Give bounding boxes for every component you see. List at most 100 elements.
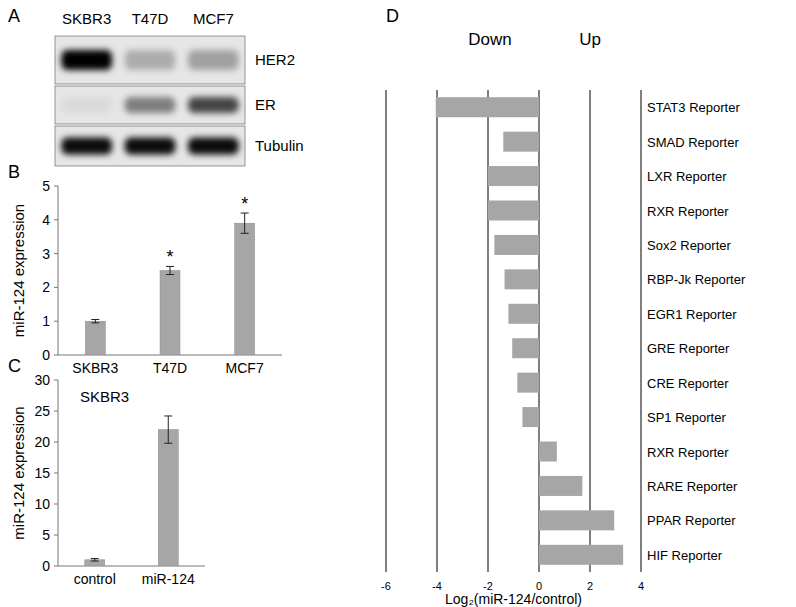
bar xyxy=(85,321,105,355)
bar xyxy=(503,132,539,152)
grid-line xyxy=(539,90,540,572)
y-tick-label: 25 xyxy=(34,403,50,419)
significance: * xyxy=(166,247,173,267)
y-tick-label: 3 xyxy=(42,246,50,262)
x-axis-label: Log₂(miR-124/control) xyxy=(445,591,582,607)
x-tick-label: -6 xyxy=(381,580,391,592)
x-tick-label: 2 xyxy=(587,580,593,592)
y-tick xyxy=(54,253,58,254)
y-tick-label: 10 xyxy=(34,496,50,512)
x-tick-label: 4 xyxy=(638,580,644,592)
category-label: GRE Reporter xyxy=(647,341,730,356)
category-label: RXR Reporter xyxy=(647,445,729,460)
y-tick-label: 15 xyxy=(34,465,50,481)
bar xyxy=(517,373,539,393)
blot-strip xyxy=(55,126,245,166)
error-bar xyxy=(241,213,249,233)
bar xyxy=(539,510,614,530)
blot-band xyxy=(125,97,176,113)
y-tick xyxy=(54,287,58,288)
category-label: CRE Reporter xyxy=(647,376,729,391)
category-label: HIF Reporter xyxy=(647,548,723,563)
error-bar xyxy=(91,559,99,561)
figure: ASKBR3T47DMCF7HER2ERTubulinB012345miR-12… xyxy=(0,0,796,607)
category-label: RXR Reporter xyxy=(647,204,729,219)
category-label: RARE Reporter xyxy=(647,479,738,494)
y-tick xyxy=(54,411,58,412)
blot-band xyxy=(188,138,239,155)
y-axis xyxy=(58,186,59,355)
bar xyxy=(436,97,539,117)
x-tick-label: MCF7 xyxy=(226,360,264,376)
category-label: PPAR Reporter xyxy=(647,513,736,528)
lane-label: SKBR3 xyxy=(62,10,111,27)
x-tick-label: control xyxy=(74,571,116,587)
grid-line xyxy=(488,90,489,572)
error-bar xyxy=(91,320,99,323)
blot-band xyxy=(61,50,112,70)
error-bar xyxy=(166,266,174,274)
bar xyxy=(522,407,539,427)
category-label: SP1 Reporter xyxy=(647,410,726,425)
blot-strip xyxy=(55,86,245,124)
x-tick-label: -4 xyxy=(432,580,442,592)
panel-letter: B xyxy=(8,162,20,182)
category-label: SMAD Reporter xyxy=(647,135,739,150)
x-tick-label: T47D xyxy=(153,360,187,376)
grid-line xyxy=(641,90,642,572)
bar xyxy=(512,338,539,358)
bar xyxy=(488,166,539,186)
blot-strip xyxy=(55,36,245,84)
y-tick-label: 20 xyxy=(34,434,50,450)
bar xyxy=(508,304,539,324)
lane-label: T47D xyxy=(132,10,169,27)
row-label: ER xyxy=(255,96,276,113)
blot-band xyxy=(188,50,239,70)
significance: * xyxy=(241,194,248,214)
grid-line xyxy=(437,90,438,572)
plot-area xyxy=(85,416,179,566)
y-tick-label: 2 xyxy=(42,279,50,295)
plot-area xyxy=(85,213,254,355)
bar xyxy=(158,430,178,566)
bar xyxy=(539,442,557,462)
y-tick xyxy=(54,566,58,567)
y-tick-label: 4 xyxy=(42,212,50,228)
y-tick xyxy=(54,535,58,536)
y-tick xyxy=(54,355,58,356)
blot-band xyxy=(188,97,239,113)
y-tick xyxy=(54,442,58,443)
blot-band xyxy=(61,97,112,113)
direction-label: Down xyxy=(468,30,511,49)
blot-band xyxy=(125,50,176,70)
category-label: STAT3 Reporter xyxy=(647,100,740,115)
category-label: Sox2 Reporter xyxy=(647,238,731,253)
x-tick-label: miR-124 xyxy=(142,571,195,587)
grid-line xyxy=(590,90,591,572)
bar xyxy=(494,235,539,255)
plot-area xyxy=(436,97,623,565)
y-tick-label: 1 xyxy=(42,313,50,329)
lane-label: MCF7 xyxy=(193,10,234,27)
category-label: RBP-Jk Reporter xyxy=(647,272,746,287)
bar xyxy=(160,271,180,356)
y-tick-label: 5 xyxy=(42,178,50,194)
panel-letter: C xyxy=(8,356,21,376)
bar xyxy=(539,476,582,496)
y-tick-label: 5 xyxy=(42,527,50,543)
bar xyxy=(539,545,623,565)
y-tick xyxy=(54,186,58,187)
blot-band xyxy=(61,138,112,155)
blot-band xyxy=(125,138,176,155)
row-label: Tubulin xyxy=(255,137,304,154)
grid-line xyxy=(386,90,387,572)
annotation: SKBR3 xyxy=(80,388,129,405)
bar xyxy=(488,201,539,221)
y-axis-label: miR-124 expression xyxy=(10,204,27,337)
panel-letter: A xyxy=(8,6,20,26)
y-axis-label: miR-124 expression xyxy=(10,406,27,539)
category-label: EGR1 Reporter xyxy=(647,307,737,322)
error-bar xyxy=(164,416,172,443)
y-tick-label: 0 xyxy=(42,347,50,363)
y-tick xyxy=(54,504,58,505)
